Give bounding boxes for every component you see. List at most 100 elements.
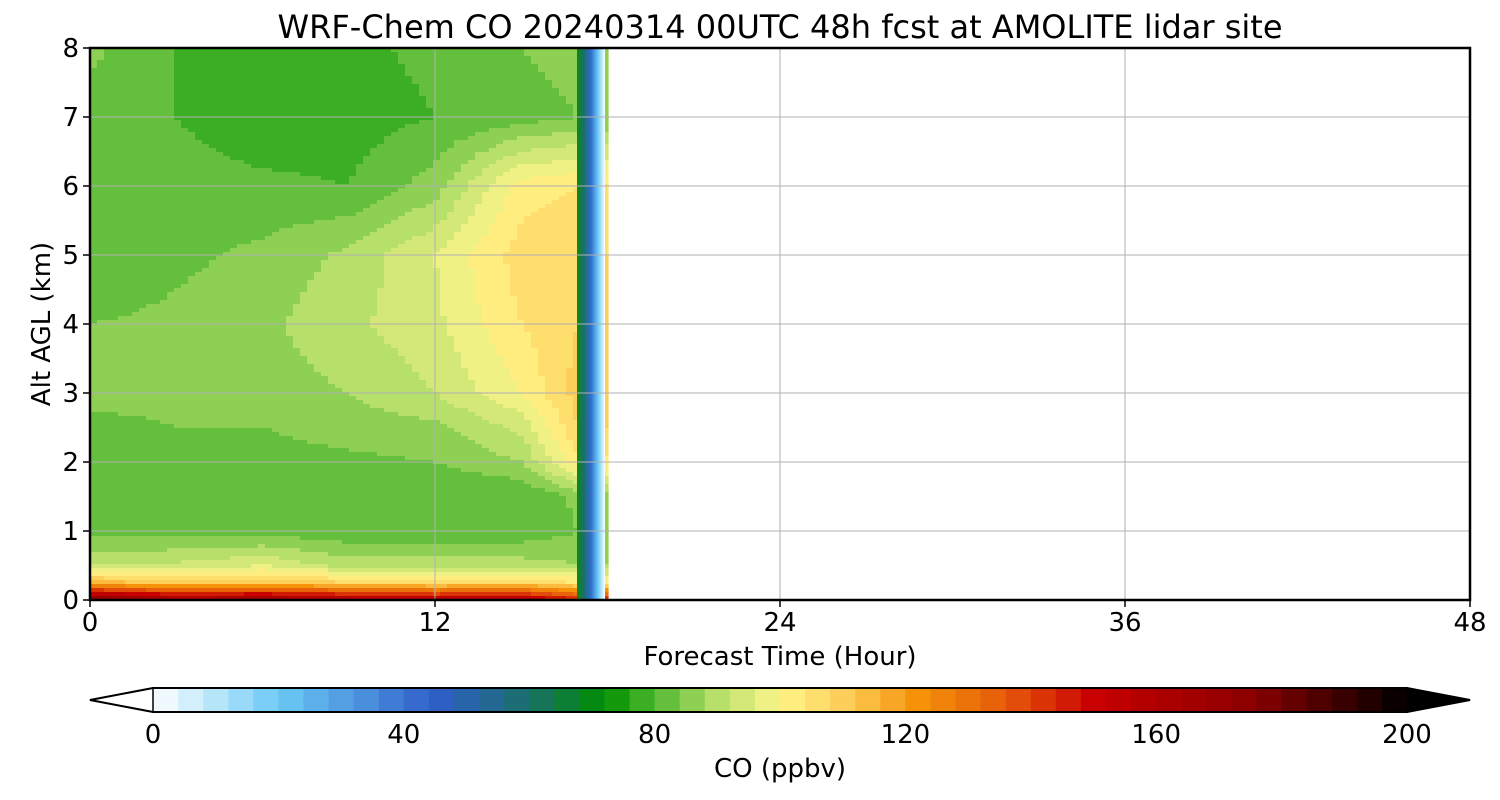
contour-cell xyxy=(307,432,315,437)
contour-cell xyxy=(132,140,140,145)
contour-cell xyxy=(111,396,119,401)
contour-cell xyxy=(244,480,252,485)
contour-cell xyxy=(132,408,140,413)
contour-cell xyxy=(153,292,161,297)
contour-cell xyxy=(223,588,231,593)
contour-cell xyxy=(209,284,217,289)
contour-cell xyxy=(279,556,287,561)
contour-cell xyxy=(216,408,224,413)
contour-cell xyxy=(181,388,189,393)
contour-cell xyxy=(174,188,182,193)
contour-cell xyxy=(132,176,140,181)
contour-cell xyxy=(118,432,126,437)
contour-cell xyxy=(139,492,147,497)
contour-cell xyxy=(258,72,266,77)
contour-cell xyxy=(279,392,287,397)
contour-cell xyxy=(90,412,98,417)
contour-cell xyxy=(202,120,210,125)
contour-cell xyxy=(216,148,224,153)
contour-cell xyxy=(195,480,203,485)
contour-cell xyxy=(279,568,287,573)
contour-cell xyxy=(160,472,168,477)
contour-cell xyxy=(265,92,273,97)
contour-cell xyxy=(265,412,273,417)
contour-cell xyxy=(118,404,126,409)
contour-cell xyxy=(314,336,322,341)
contour-cell xyxy=(188,544,196,549)
contour-cell xyxy=(104,256,112,261)
contour-cell xyxy=(181,492,189,497)
contour-cell xyxy=(188,96,196,101)
contour-cell xyxy=(202,224,210,229)
contour-cell xyxy=(111,224,119,229)
contour-cell xyxy=(230,208,238,213)
contour-cell xyxy=(139,180,147,185)
contour-cell xyxy=(258,588,266,593)
contour-cell xyxy=(174,428,182,433)
contour-cell xyxy=(265,432,273,437)
contour-cell xyxy=(181,272,189,277)
contour-cell xyxy=(300,392,308,397)
contour-cell xyxy=(328,592,336,597)
contour-cell xyxy=(188,440,196,445)
contour-cell xyxy=(251,412,259,417)
contour-cell xyxy=(167,220,175,225)
contour-cell xyxy=(209,84,217,89)
contour-cell xyxy=(118,500,126,505)
contour-cell xyxy=(335,132,343,137)
contour-cell xyxy=(251,564,259,569)
contour-cell xyxy=(223,160,231,165)
contour-cell xyxy=(293,124,301,129)
contour-cell xyxy=(139,448,147,453)
contour-cell xyxy=(104,408,112,413)
contour-cell xyxy=(272,520,280,525)
contour-cell xyxy=(223,436,231,441)
contour-cell xyxy=(132,436,140,441)
contour-cell xyxy=(314,72,322,77)
contour-cell xyxy=(244,156,252,161)
contour-cell xyxy=(132,492,140,497)
contour-cell xyxy=(328,256,336,261)
contour-cell xyxy=(244,560,252,565)
contour-cell xyxy=(258,464,266,469)
contour-cell xyxy=(202,368,210,373)
contour-cell xyxy=(153,256,161,261)
contour-cell xyxy=(90,180,98,185)
contour-cell xyxy=(307,412,315,417)
contour-cell xyxy=(104,448,112,453)
contour-cell xyxy=(230,144,238,149)
contour-cell xyxy=(279,88,287,93)
contour-cell xyxy=(209,120,217,125)
contour-cell xyxy=(244,548,252,553)
contour-cell xyxy=(181,268,189,273)
contour-cell xyxy=(195,308,203,313)
contour-cell xyxy=(167,260,175,265)
contour-cell xyxy=(90,232,98,237)
contour-cell xyxy=(321,284,329,289)
contour-cell xyxy=(167,256,175,261)
contour-cell xyxy=(118,456,126,461)
contour-cell xyxy=(195,500,203,505)
contour-cell xyxy=(111,592,119,597)
contour-cell xyxy=(237,68,245,73)
contour-cell xyxy=(230,196,238,201)
contour-cell xyxy=(209,88,217,93)
contour-cell xyxy=(216,108,224,113)
contour-cell xyxy=(307,120,315,125)
contour-cell xyxy=(97,556,105,561)
contour-cell xyxy=(104,248,112,253)
contour-cell xyxy=(104,436,112,441)
contour-cell xyxy=(321,416,329,421)
contour-cell xyxy=(314,292,322,297)
contour-cell xyxy=(160,124,168,129)
contour-cell xyxy=(237,120,245,125)
contour-cell xyxy=(167,268,175,273)
contour-cell xyxy=(160,548,168,553)
contour-cell xyxy=(251,472,259,477)
contour-cell xyxy=(104,500,112,505)
contour-cell xyxy=(328,220,336,225)
contour-cell xyxy=(230,416,238,421)
contour-cell xyxy=(139,208,147,213)
contour-cell xyxy=(265,308,273,313)
contour-cell xyxy=(307,384,315,389)
